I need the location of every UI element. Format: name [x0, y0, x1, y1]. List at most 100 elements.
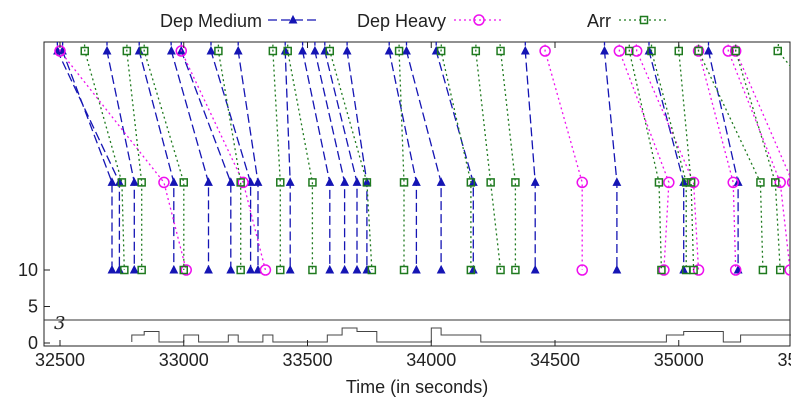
dep-medium-flight-7-point-1 [233, 45, 243, 55]
dep-heavy-flight-5-point-3 [729, 264, 742, 276]
legend-label-dep-medium: Dep Medium [160, 11, 262, 31]
arr-flight-6-point-1 [325, 46, 335, 56]
dep-heavy-flight-5-point-2 [727, 176, 739, 189]
dep-medium-flight-5-line [180, 42, 232, 270]
arr-flight-9-point-2 [486, 178, 495, 187]
dep-medium-flight-16-point-1 [520, 45, 530, 55]
dep-medium-flight-13-point-2 [411, 177, 421, 186]
dep-medium-flight-19-line [707, 42, 739, 270]
x-tick-label-0: 32500 [35, 350, 85, 370]
x-tick-label-1: 33000 [159, 350, 209, 370]
arr-flight-7-point-3 [399, 265, 409, 275]
dep-heavy-flight-4-line [635, 42, 700, 271]
arr-flight-4-point-3 [276, 265, 285, 275]
arr-flight-4-point-1 [268, 46, 278, 56]
dep-heavy-flight-6-point-1 [722, 45, 734, 57]
legend-label-arr: Arr [587, 11, 611, 31]
dep-medium-flight-6-line [210, 42, 252, 270]
arr-flight-11-point-3 [657, 265, 666, 275]
dep-medium-flight-17-point-3 [612, 264, 622, 274]
x-tick-label-3: 34000 [406, 350, 456, 370]
arr-flight-14-point-3 [758, 265, 768, 275]
dep-heavy-flight-3-line [618, 42, 670, 271]
dep-medium-flight-11-line [324, 42, 358, 270]
dep-medium-flight-4-point-2 [204, 177, 213, 186]
dep-medium-flight-12-point-1 [342, 45, 352, 55]
arr-flight-13-point-3 [689, 265, 698, 275]
dep-medium-flight-13-point-3 [411, 264, 421, 274]
dep-medium-flight-4-point-1 [166, 45, 176, 55]
plot-frame [43, 41, 791, 347]
dep-medium-flight-11-point-3 [352, 264, 362, 274]
arr-flight-5-point-1 [283, 46, 292, 56]
arr-flight-15-point-1 [731, 46, 740, 56]
arr-flight-0-line [83, 42, 125, 271]
dep-medium-flight-6-point-3 [246, 264, 255, 274]
arr-flight-6-point-2 [362, 178, 372, 187]
x-tick-label-5: 35000 [654, 350, 704, 370]
arr-flight-8-point-2 [466, 178, 476, 187]
dep-medium-flight-4-point-3 [204, 264, 213, 274]
arr-flight-2-point-3 [179, 265, 188, 275]
arr-flight-17-point-1 [773, 46, 782, 56]
dep-heavy-flight-6-line [727, 42, 790, 271]
dep-medium-flight-13-line [388, 42, 418, 270]
arr-flight-15-point-3 [775, 265, 785, 275]
dep-medium-flight-1-point-3 [107, 264, 117, 274]
dep-heavy-flight-4-point-2 [687, 176, 700, 189]
arr-flight-2-point-1 [139, 46, 149, 56]
dep-heavy-flight-3-point-3 [658, 264, 670, 276]
arr-flight-6-line [328, 42, 373, 271]
x-axis: 3250033000335003400034500350003550036000… [35, 42, 791, 370]
dep-medium-flight-16-line [524, 42, 536, 270]
dep-heavy-flight-7-point-2 [786, 177, 790, 188]
dep-heavy-flight-4-point-1 [630, 45, 643, 57]
x-tick-label-2: 33500 [282, 350, 332, 370]
dep-heavy-flight-1-point-3 [259, 264, 272, 276]
dep-medium-flight-10-point-1 [310, 45, 320, 55]
dep-medium-flight-14-point-2 [436, 177, 446, 186]
dep-medium-flight-9-point-1 [298, 45, 307, 55]
legend-swatch-dep-heavy-marker [473, 14, 485, 26]
dep-medium-flight-8-point-2 [285, 177, 295, 186]
dep-medium-flight-9-point-3 [325, 264, 335, 274]
dep-medium-flight-9-point-2 [325, 177, 335, 186]
dep-medium-flight-8-point-3 [285, 264, 295, 274]
arr-flight-10-line [499, 42, 517, 270]
arr-flight-11-line [628, 42, 663, 271]
dep-medium-flight-13-point-1 [384, 45, 394, 55]
dep-heavy-flight-2-point-1 [539, 45, 551, 57]
arr-flight-0-point-2 [117, 178, 127, 187]
dep-heavy-flight-1-point-1 [175, 45, 188, 57]
dep-medium-flight-11-point-2 [352, 177, 362, 186]
arr-flight-3-point-1 [214, 46, 223, 56]
legend-label-dep-heavy: Dep Heavy [357, 11, 446, 31]
dep-medium-flight-10-point-3 [340, 264, 350, 274]
dep-medium-flight-10-line [314, 42, 346, 270]
arr-flight-9-line [475, 42, 502, 271]
arr-flight-10-point-1 [496, 46, 505, 56]
legend-swatch-dep-medium-marker [288, 14, 298, 24]
series-arr [80, 42, 790, 275]
arr-flight-0-point-3 [120, 265, 129, 275]
arr-flight-5-point-2 [308, 178, 317, 187]
dep-medium-flight-6-point-1 [206, 45, 216, 55]
series-dep-medium [53, 42, 743, 274]
dep-medium-flight-12-line [346, 42, 368, 270]
dep-heavy-flight-0-point-3 [180, 264, 192, 276]
arr-flight-8-point-3 [466, 265, 476, 275]
dep-medium-flight-18-line [648, 42, 685, 270]
arr-flight-12-point-1 [647, 46, 656, 56]
arr-flight-1-point-1 [122, 46, 132, 56]
dep-medium-flight-5-point-3 [226, 264, 236, 274]
dep-medium-flight-2-point-1 [102, 45, 112, 55]
arr-flight-3-point-3 [236, 265, 245, 275]
dep-medium-flight-17-point-2 [612, 177, 622, 186]
dep-medium-flight-1-point-2 [107, 177, 117, 186]
series-dep-heavy [54, 42, 790, 276]
arr-flight-7-point-1 [394, 46, 404, 56]
x-tick-label-6: 35500 [777, 350, 791, 370]
dep-medium-flight-17-line [603, 42, 618, 270]
arr-flight-4-point-2 [276, 178, 285, 187]
dep-medium-flight-15-line [435, 42, 474, 270]
